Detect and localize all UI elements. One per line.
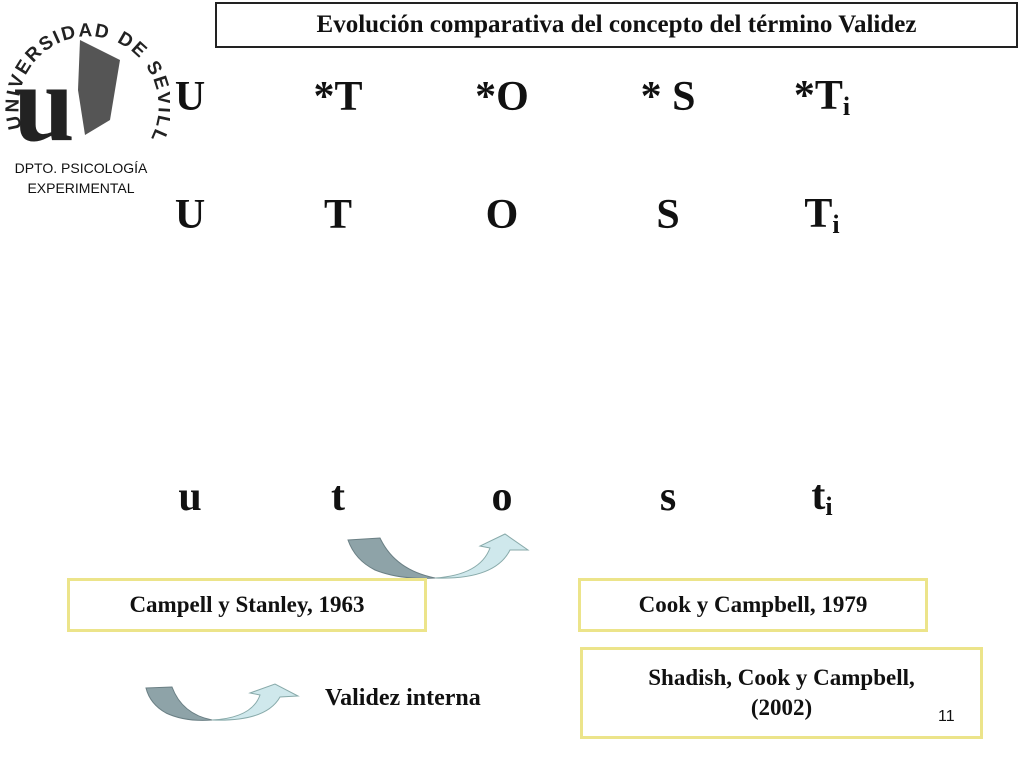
symbol-text: O xyxy=(485,192,519,238)
reference-line: (2002) xyxy=(750,695,813,720)
symbol-text: T xyxy=(804,191,833,237)
department: DPTO. PSICOLOGÍA EXPERIMENTAL xyxy=(0,158,162,198)
symbol: U xyxy=(175,73,205,121)
reference-box: Campell y Stanley, 1963 xyxy=(67,578,427,632)
symbol-text: o xyxy=(491,474,513,520)
symbol-text: T xyxy=(323,192,353,238)
arrow-left xyxy=(347,537,436,579)
big-arrow xyxy=(347,533,530,579)
legend-label: Validez interna xyxy=(325,685,481,711)
legend-arrow xyxy=(145,683,300,721)
symbol-text: * S xyxy=(640,74,696,120)
symbol-text: *T xyxy=(313,74,363,120)
arrow-left xyxy=(145,686,213,721)
arrow-right xyxy=(434,533,530,579)
symbol-text: U xyxy=(174,192,206,238)
symbol: ti xyxy=(811,472,832,522)
symbol: *O xyxy=(475,73,529,121)
logo-figure xyxy=(78,40,120,135)
reference-box: Shadish, Cook y Campbell, (2002) xyxy=(580,647,983,739)
page-number: 11 xyxy=(938,708,955,725)
logo-letter: u xyxy=(13,42,74,160)
reference-box: Cook y Campbell, 1979 xyxy=(578,578,928,632)
reference-line: Shadish, Cook y Campbell, xyxy=(648,665,915,690)
symbol: Ti xyxy=(804,190,839,240)
symbol-subscript: i xyxy=(832,210,840,239)
symbol: T xyxy=(324,191,352,239)
symbol-text: *T xyxy=(793,73,843,119)
symbol: O xyxy=(486,191,519,239)
symbol: o xyxy=(492,473,513,521)
symbol: u xyxy=(178,473,201,521)
symbol: *Ti xyxy=(794,72,850,122)
symbol: U xyxy=(175,191,205,239)
symbol: t xyxy=(331,473,345,521)
symbol-subscript: i xyxy=(825,492,833,521)
department-line: EXPERIMENTAL xyxy=(27,180,135,196)
symbol-text: *O xyxy=(475,74,529,120)
symbol-text: u xyxy=(178,474,202,520)
symbol-text: t xyxy=(811,473,826,519)
symbol-subscript: i xyxy=(842,92,851,121)
department-line: DPTO. PSICOLOGÍA xyxy=(14,160,148,176)
symbol-text: s xyxy=(659,474,677,520)
symbol: S xyxy=(656,191,679,239)
symbol: * S xyxy=(641,73,696,121)
symbol: s xyxy=(660,473,676,521)
title: Evolución comparativa del concepto del t… xyxy=(215,2,1018,48)
symbol-text: t xyxy=(331,474,345,520)
symbol-text: U xyxy=(174,74,206,120)
symbol: *T xyxy=(313,73,362,121)
arrow-right xyxy=(211,683,300,721)
symbol-text: S xyxy=(656,192,680,238)
logo: UNIVERSIDAD DE SEVILLA u xyxy=(0,0,170,160)
